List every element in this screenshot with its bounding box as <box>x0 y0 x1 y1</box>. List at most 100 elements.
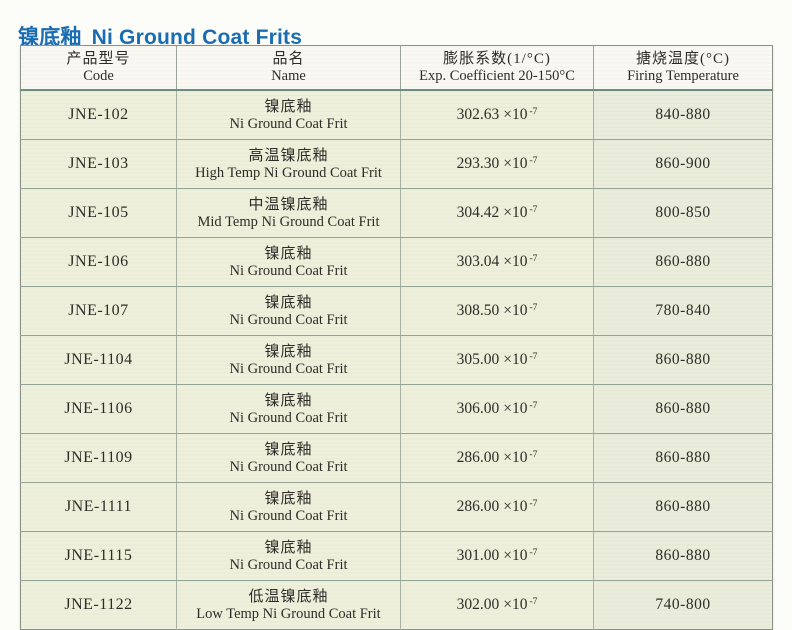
cell-expansion-coefficient: 304.42 ×10 -7 <box>400 188 594 238</box>
cell-expansion-coefficient: 301.00 ×10 -7 <box>400 531 594 581</box>
product-name-zh: 镍底釉 <box>264 294 313 311</box>
cell-expansion-coefficient: 286.00 ×10 -7 <box>400 433 594 483</box>
col-header-firing-zh: 搪烧温度(°C) <box>636 51 730 67</box>
cell-expansion-coefficient: 293.30 ×10 -7 <box>400 139 594 189</box>
product-name-zh: 高温镍底釉 <box>248 147 329 164</box>
coefficient-multiplier: ×10 <box>503 449 528 466</box>
product-name-en: Mid Temp Ni Ground Coat Frit <box>197 213 380 230</box>
cell-firing-temperature: 860-880 <box>593 531 773 581</box>
cell-firing-temperature: 840-880 <box>593 90 773 140</box>
cell-expansion-coefficient: 302.00 ×10 -7 <box>400 580 594 630</box>
table-row: JNE-1111 镍底釉 Ni Ground Coat Frit 286.00 ×… <box>20 482 773 532</box>
coefficient-multiplier: ×10 <box>503 155 528 172</box>
product-name-zh: 镍底釉 <box>264 392 313 409</box>
coefficient-exponent: -7 <box>529 107 538 117</box>
product-name-en: Ni Ground Coat Frit <box>229 556 348 573</box>
coefficient-value: 286.00 <box>456 449 500 466</box>
header-row: 产品型号 Code 品名 Name 膨胀系数(1/°C) Exp. Coeffi… <box>20 45 773 91</box>
cell-product-name: 中温镍底釉 Mid Temp Ni Ground Coat Frit <box>176 188 401 238</box>
coefficient-value: 286.00 <box>456 498 500 515</box>
product-name-en: Ni Ground Coat Frit <box>229 262 348 279</box>
coefficient-value: 303.04 <box>456 253 500 270</box>
cell-product-code: JNE-105 <box>20 188 177 238</box>
table-row: JNE-1106 镍底釉 Ni Ground Coat Frit 306.00 ×… <box>20 384 773 434</box>
coefficient-value: 305.00 <box>456 351 500 368</box>
product-name-en: Low Temp Ni Ground Coat Frit <box>196 605 381 622</box>
product-name-en: Ni Ground Coat Frit <box>229 115 348 132</box>
cell-product-name: 镍底釉 Ni Ground Coat Frit <box>176 90 401 140</box>
coefficient-exponent: -7 <box>529 450 538 460</box>
cell-expansion-coefficient: 303.04 ×10 -7 <box>400 237 594 287</box>
cell-firing-temperature: 860-880 <box>593 335 773 385</box>
page-title-en: Ni Ground Coat Frits <box>91 26 303 50</box>
coefficient-multiplier: ×10 <box>503 498 528 515</box>
table-row: JNE-106 镍底釉 Ni Ground Coat Frit 303.04 ×1… <box>20 237 773 287</box>
col-header-code-zh: 产品型号 <box>66 51 131 67</box>
table-row: JNE-102 镍底釉 Ni Ground Coat Frit 302.63 ×1… <box>20 90 773 140</box>
cell-firing-temperature: 800-850 <box>593 188 773 238</box>
cell-expansion-coefficient: 308.50 ×10 -7 <box>400 286 594 336</box>
cell-product-name: 低温镍底釉 Low Temp Ni Ground Coat Frit <box>176 580 401 630</box>
cell-firing-temperature: 860-900 <box>593 139 773 189</box>
frits-table: 产品型号 Code 品名 Name 膨胀系数(1/°C) Exp. Coeffi… <box>20 45 773 630</box>
cell-firing-temperature: 740-800 <box>593 580 773 630</box>
product-name-zh: 中温镍底釉 <box>248 196 329 213</box>
coefficient-value: 304.42 <box>456 204 500 221</box>
cell-expansion-coefficient: 302.63 ×10 -7 <box>400 90 594 140</box>
col-header-name: 品名 Name <box>176 45 401 91</box>
cell-product-code: JNE-102 <box>20 90 177 140</box>
cell-firing-temperature: 860-880 <box>593 482 773 532</box>
table-header: 产品型号 Code 品名 Name 膨胀系数(1/°C) Exp. Coeffi… <box>20 45 773 91</box>
coefficient-multiplier: ×10 <box>503 253 528 270</box>
col-header-expansion-coefficient: 膨胀系数(1/°C) Exp. Coefficient 20-150°C <box>400 45 594 91</box>
cell-firing-temperature: 860-880 <box>593 384 773 434</box>
coefficient-multiplier: ×10 <box>503 302 528 319</box>
coefficient-value: 293.30 <box>456 155 500 172</box>
coefficient-multiplier: ×10 <box>503 204 528 221</box>
coefficient-exponent: -7 <box>529 401 538 411</box>
product-name-en: Ni Ground Coat Frit <box>229 409 348 426</box>
cell-product-name: 镍底釉 Ni Ground Coat Frit <box>176 531 401 581</box>
coefficient-exponent: -7 <box>529 156 538 166</box>
cell-expansion-coefficient: 306.00 ×10 -7 <box>400 384 594 434</box>
col-header-code-en: Code <box>83 68 114 84</box>
page-title: 镍底釉 Ni Ground Coat Frits <box>18 21 302 51</box>
coefficient-exponent: -7 <box>529 205 538 215</box>
col-header-coeff-zh: 膨胀系数(1/°C) <box>443 51 551 67</box>
coefficient-multiplier: ×10 <box>503 106 528 123</box>
cell-product-name: 镍底釉 Ni Ground Coat Frit <box>176 237 401 287</box>
col-header-coeff-en: Exp. Coefficient 20-150°C <box>419 68 575 84</box>
product-name-en: Ni Ground Coat Frit <box>229 360 348 377</box>
product-name-zh: 镍底釉 <box>264 343 313 360</box>
table-row: JNE-1122 低温镍底釉 Low Temp Ni Ground Coat F… <box>20 580 773 630</box>
product-name-zh: 镍底釉 <box>264 441 313 458</box>
col-header-firing-temperature: 搪烧温度(°C) Firing Temperature <box>593 45 773 91</box>
cell-firing-temperature: 860-880 <box>593 237 773 287</box>
cell-expansion-coefficient: 286.00 ×10 -7 <box>400 482 594 532</box>
cell-firing-temperature: 780-840 <box>593 286 773 336</box>
cell-product-name: 镍底釉 Ni Ground Coat Frit <box>176 482 401 532</box>
coefficient-exponent: -7 <box>529 254 538 264</box>
cell-product-name: 镍底釉 Ni Ground Coat Frit <box>176 433 401 483</box>
cell-product-name: 镍底釉 Ni Ground Coat Frit <box>176 286 401 336</box>
cell-product-code: JNE-1115 <box>20 531 177 581</box>
cell-product-code: JNE-1109 <box>20 433 177 483</box>
col-header-name-en: Name <box>271 68 306 84</box>
cell-product-name: 高温镍底釉 High Temp Ni Ground Coat Frit <box>176 139 401 189</box>
cell-product-code: JNE-107 <box>20 286 177 336</box>
product-name-zh: 低温镍底釉 <box>248 588 329 605</box>
cell-product-code: JNE-103 <box>20 139 177 189</box>
coefficient-value: 306.00 <box>456 400 500 417</box>
coefficient-exponent: -7 <box>529 303 538 313</box>
coefficient-exponent: -7 <box>529 597 538 607</box>
col-header-code: 产品型号 Code <box>20 45 177 91</box>
coefficient-multiplier: ×10 <box>503 547 528 564</box>
product-name-zh: 镍底釉 <box>264 245 313 262</box>
table-body: JNE-102 镍底釉 Ni Ground Coat Frit 302.63 ×1… <box>20 90 773 630</box>
cell-expansion-coefficient: 305.00 ×10 -7 <box>400 335 594 385</box>
cell-product-code: JNE-1106 <box>20 384 177 434</box>
coefficient-value: 302.63 <box>456 106 500 123</box>
table-row: JNE-1109 镍底釉 Ni Ground Coat Frit 286.00 ×… <box>20 433 773 483</box>
product-name-en: High Temp Ni Ground Coat Frit <box>195 164 382 181</box>
cell-product-code: JNE-106 <box>20 237 177 287</box>
